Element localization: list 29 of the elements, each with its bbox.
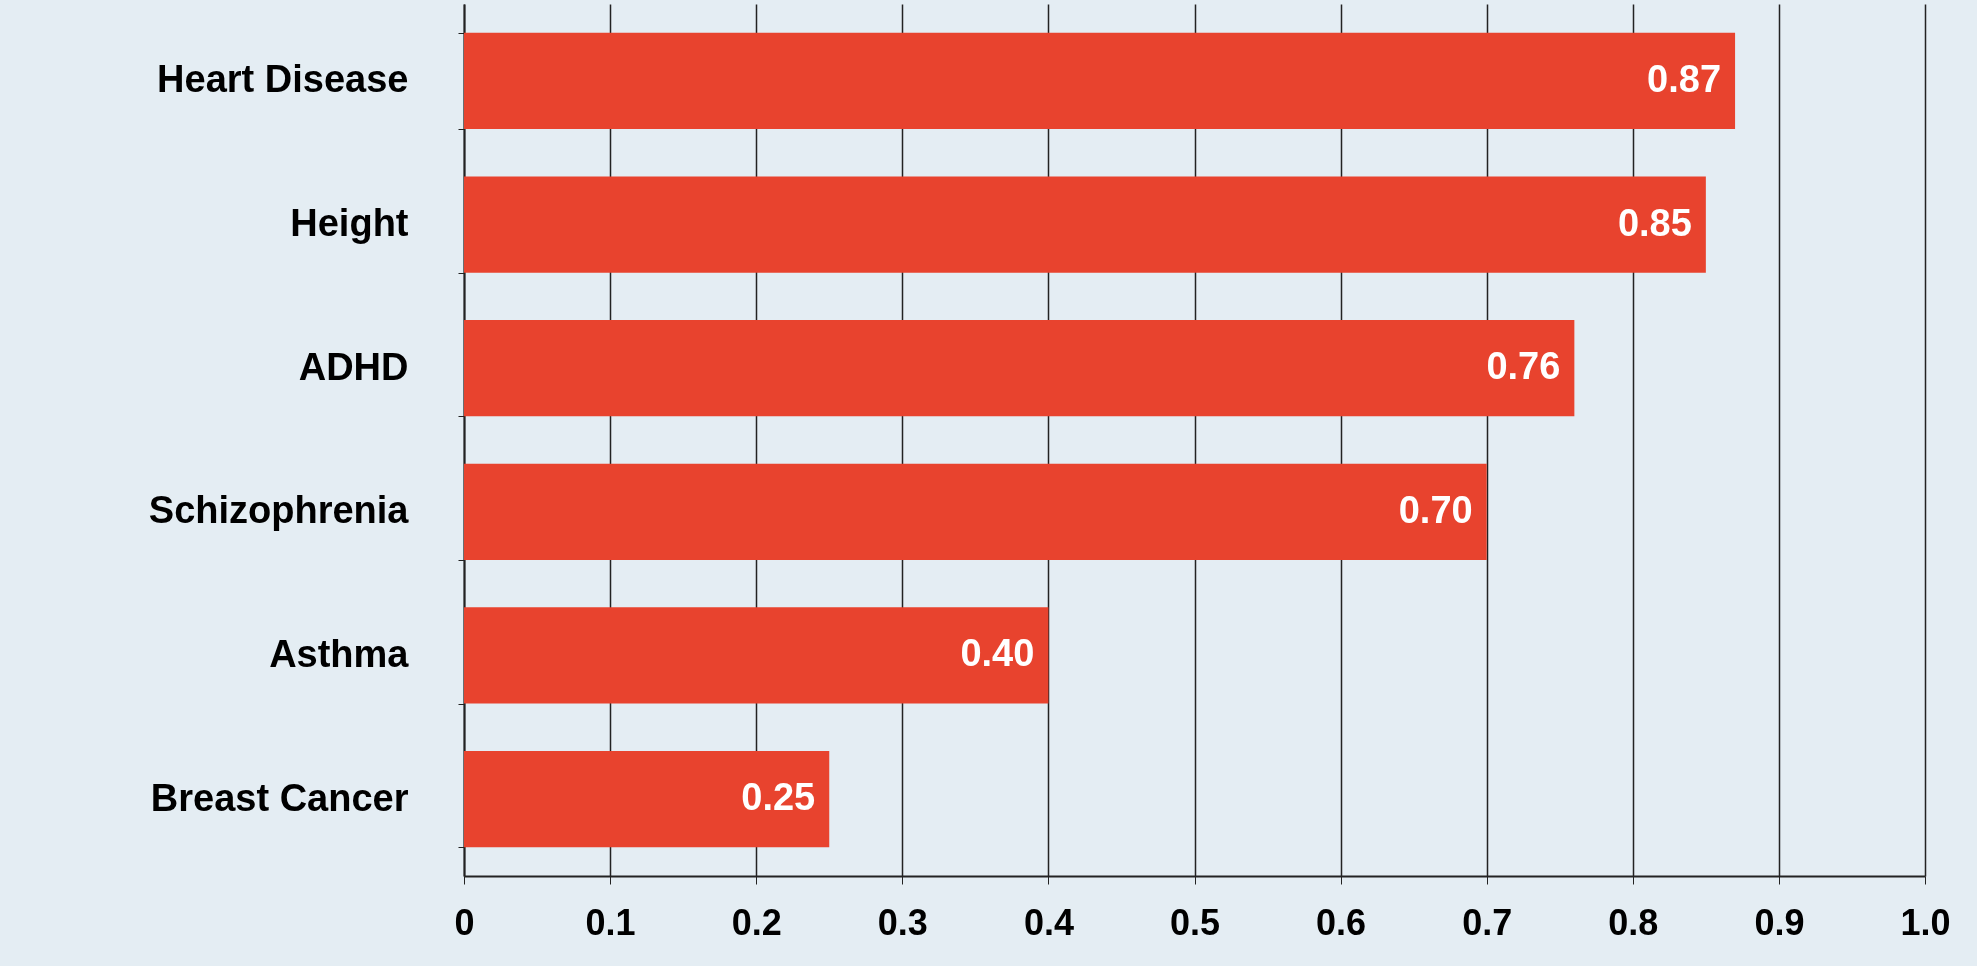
x-tick-label: 0.1 bbox=[585, 901, 636, 943]
x-tick-label: 1.0 bbox=[1900, 901, 1951, 943]
data-label: 0.85 bbox=[1617, 201, 1692, 244]
bar bbox=[464, 32, 1736, 129]
bar bbox=[464, 463, 1487, 560]
x-tick-label: 0.3 bbox=[877, 901, 928, 943]
data-label: 0.25 bbox=[741, 776, 816, 819]
x-tick-label: 0.8 bbox=[1608, 901, 1659, 943]
x-tick-label: 0.6 bbox=[1316, 901, 1367, 943]
y-tick-label: Schizophrenia bbox=[148, 489, 410, 532]
x-tick-label: 0.9 bbox=[1754, 901, 1805, 943]
x-tick-label: 0 bbox=[454, 901, 475, 943]
y-tick-label: Asthma bbox=[269, 632, 410, 675]
bar bbox=[464, 751, 830, 848]
y-tick-label: Heart Disease bbox=[157, 58, 409, 101]
x-tick-label: 0.7 bbox=[1462, 901, 1513, 943]
data-label: 0.76 bbox=[1486, 345, 1561, 388]
x-tick-label: 0.4 bbox=[1023, 901, 1074, 943]
bar bbox=[464, 320, 1575, 417]
bar bbox=[464, 607, 1049, 704]
data-label: 0.70 bbox=[1398, 488, 1473, 531]
x-tick-label: 0.5 bbox=[1169, 901, 1221, 943]
data-label: 0.87 bbox=[1647, 57, 1722, 100]
y-tick-label: Breast Cancer bbox=[150, 776, 409, 819]
y-tick-label: ADHD bbox=[298, 345, 409, 388]
x-tick-label: 0.2 bbox=[731, 901, 782, 943]
y-tick-label: Height bbox=[290, 202, 409, 245]
data-label: 0.40 bbox=[960, 632, 1035, 675]
bar bbox=[464, 176, 1706, 273]
